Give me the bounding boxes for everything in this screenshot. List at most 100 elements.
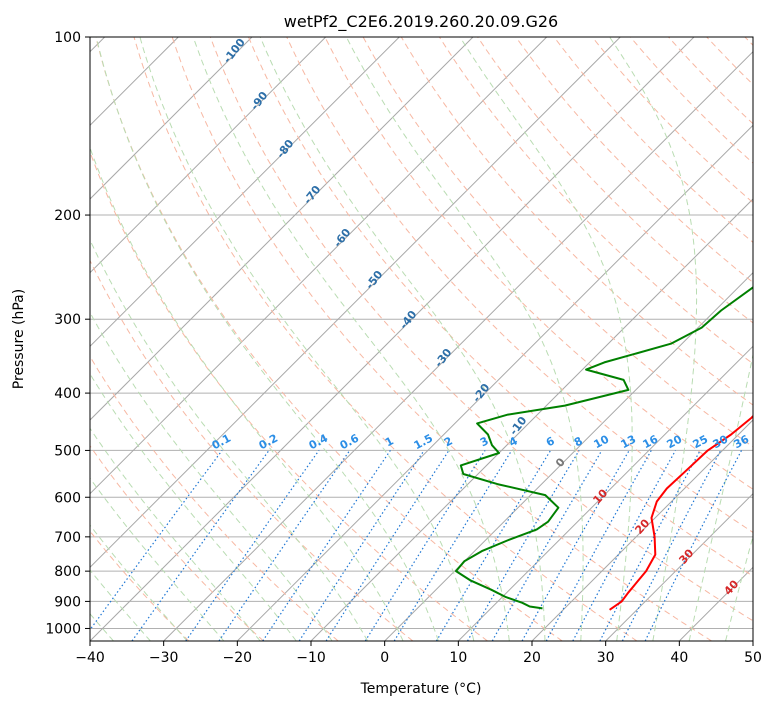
dry-adiabat-label: -40 [397, 308, 420, 332]
moist-adiabat [259, 37, 546, 641]
profile-lines [455, 286, 753, 611]
y-tick-label: 200 [54, 208, 81, 224]
x-tick-label: −10 [296, 650, 326, 666]
mixing-ratio-line [364, 450, 486, 641]
dry-adiabat [133, 37, 638, 641]
dry-adiabat [90, 444, 264, 641]
moist-adiabat-label: 0 [553, 455, 568, 470]
y-tick-label: 800 [54, 564, 81, 580]
background-lines [90, 37, 775, 641]
moist-adiabat [90, 372, 297, 641]
isotherm-30 [605, 492, 753, 641]
mixing-ratio-label: 20 [665, 432, 685, 451]
mixing-ratio-label: 13 [619, 433, 639, 452]
mixing-ratio-label: 36 [732, 432, 752, 451]
x-tick-label: 10 [449, 650, 467, 666]
mixing-ratio-line [572, 450, 677, 641]
dry-adiabat [209, 37, 753, 622]
y-tick-label: 1000 [45, 621, 81, 637]
dry-adiabat-label: -10 [507, 414, 530, 438]
dry-adiabat [90, 530, 190, 641]
isotherm--30 [163, 50, 753, 641]
moist-adiabat [95, 37, 439, 641]
mixing-ratio-line [545, 450, 652, 641]
x-tick-label: −20 [223, 650, 253, 666]
y-axis-title: Pressure (hPa) [11, 289, 27, 389]
mixing-ratio-label: 30 [711, 432, 731, 451]
moist-adiabat [688, 352, 753, 641]
moist-adiabat [90, 311, 333, 641]
mixing-ratio-line [262, 450, 391, 641]
isotherm-50 [752, 640, 753, 641]
dry-adiabat-label: -100 [221, 36, 248, 66]
dry-adiabat [171, 37, 712, 641]
dry-adiabat [90, 259, 414, 641]
moist-adiabat-label: 10 [590, 486, 610, 506]
x-axis: −40 −30 −20 −10 0 10 20 30 40 50 [75, 641, 762, 666]
x-tick-label: 30 [597, 650, 615, 666]
moist-adiabat [345, 37, 584, 641]
mixing-ratio-line [644, 450, 743, 641]
dry-adiabat-label: -20 [470, 381, 493, 405]
mixing-ratio-label: 0.1 [210, 432, 233, 453]
isotherm--60 [90, 37, 548, 495]
dry-adiabat [90, 355, 339, 641]
dry-adiabat [706, 37, 753, 86]
moist-adiabat [90, 427, 261, 641]
x-axis-title: Temperature (°C) [360, 681, 482, 697]
mixing-ratio-line [90, 450, 223, 631]
temperature-profile [609, 414, 753, 611]
mixing-ratio-line [325, 450, 450, 641]
mixing-ratio-label: 0.4 [307, 431, 331, 452]
mixing-ratio-line [185, 450, 320, 641]
x-tick-label: −40 [75, 650, 105, 666]
dry-adiabat-label: -90 [248, 89, 271, 113]
mixing-ratio-line [393, 450, 513, 641]
mixing-ratio-line [131, 450, 270, 641]
isotherm--100 [90, 37, 253, 200]
moist-adiabat-label: 30 [676, 546, 696, 566]
x-tick-label: 0 [380, 650, 389, 666]
moist-adiabat-label: 20 [632, 516, 652, 536]
mixing-ratio-label: 10 [592, 432, 612, 451]
isotherm-10 [457, 345, 753, 641]
x-tick-label: 20 [523, 650, 541, 666]
plot-frame [89, 36, 754, 642]
dry-adiabat-label: -50 [363, 268, 386, 292]
dry-adiabat [324, 37, 753, 490]
x-tick-label: 40 [670, 650, 688, 666]
y-tick-label: 700 [54, 530, 81, 546]
x-tick-label: −30 [149, 650, 179, 666]
isotherm--50 [90, 37, 621, 569]
mixing-ratio-label: 6 [544, 434, 557, 449]
moist-adiabat [139, 37, 475, 641]
isotherm--80 [90, 37, 400, 348]
y-tick-label: 900 [54, 594, 81, 610]
isotherm--90 [90, 37, 327, 274]
moist-adiabat [90, 524, 188, 641]
mixing-ratio-label: 0.2 [257, 432, 280, 453]
dry-adiabat-label: -80 [274, 137, 297, 161]
isotherm--20 [236, 124, 753, 641]
moist-adiabat [762, 37, 775, 641]
isotherm-40 [678, 566, 753, 641]
dry-adiabat [286, 37, 753, 534]
mixing-ratio-label: 16 [641, 432, 661, 451]
dry-adiabat-label: -70 [301, 183, 324, 207]
moist-adiabat [90, 569, 151, 641]
mixing-ratio-label: 25 [691, 433, 711, 452]
y-axis: 100 200 300 400 500 600 700 800 900 1000 [45, 30, 90, 637]
isotherm--40 [90, 37, 695, 641]
y-tick-label: 600 [54, 490, 81, 506]
moist-adiabat [90, 477, 225, 641]
chart-title: wetPf2_C2E6.2019.260.20.09.G26 [284, 12, 558, 32]
dewpoint-profile [455, 286, 753, 610]
dry-adiabat-label: -60 [331, 226, 354, 250]
y-tick-label: 400 [54, 386, 81, 402]
mixing-ratio-label: 8 [572, 434, 585, 449]
moist-adiabat [90, 146, 404, 641]
y-tick-label: 300 [54, 312, 81, 328]
mixing-ratio-line [218, 450, 351, 641]
isotherm--70 [90, 37, 474, 421]
